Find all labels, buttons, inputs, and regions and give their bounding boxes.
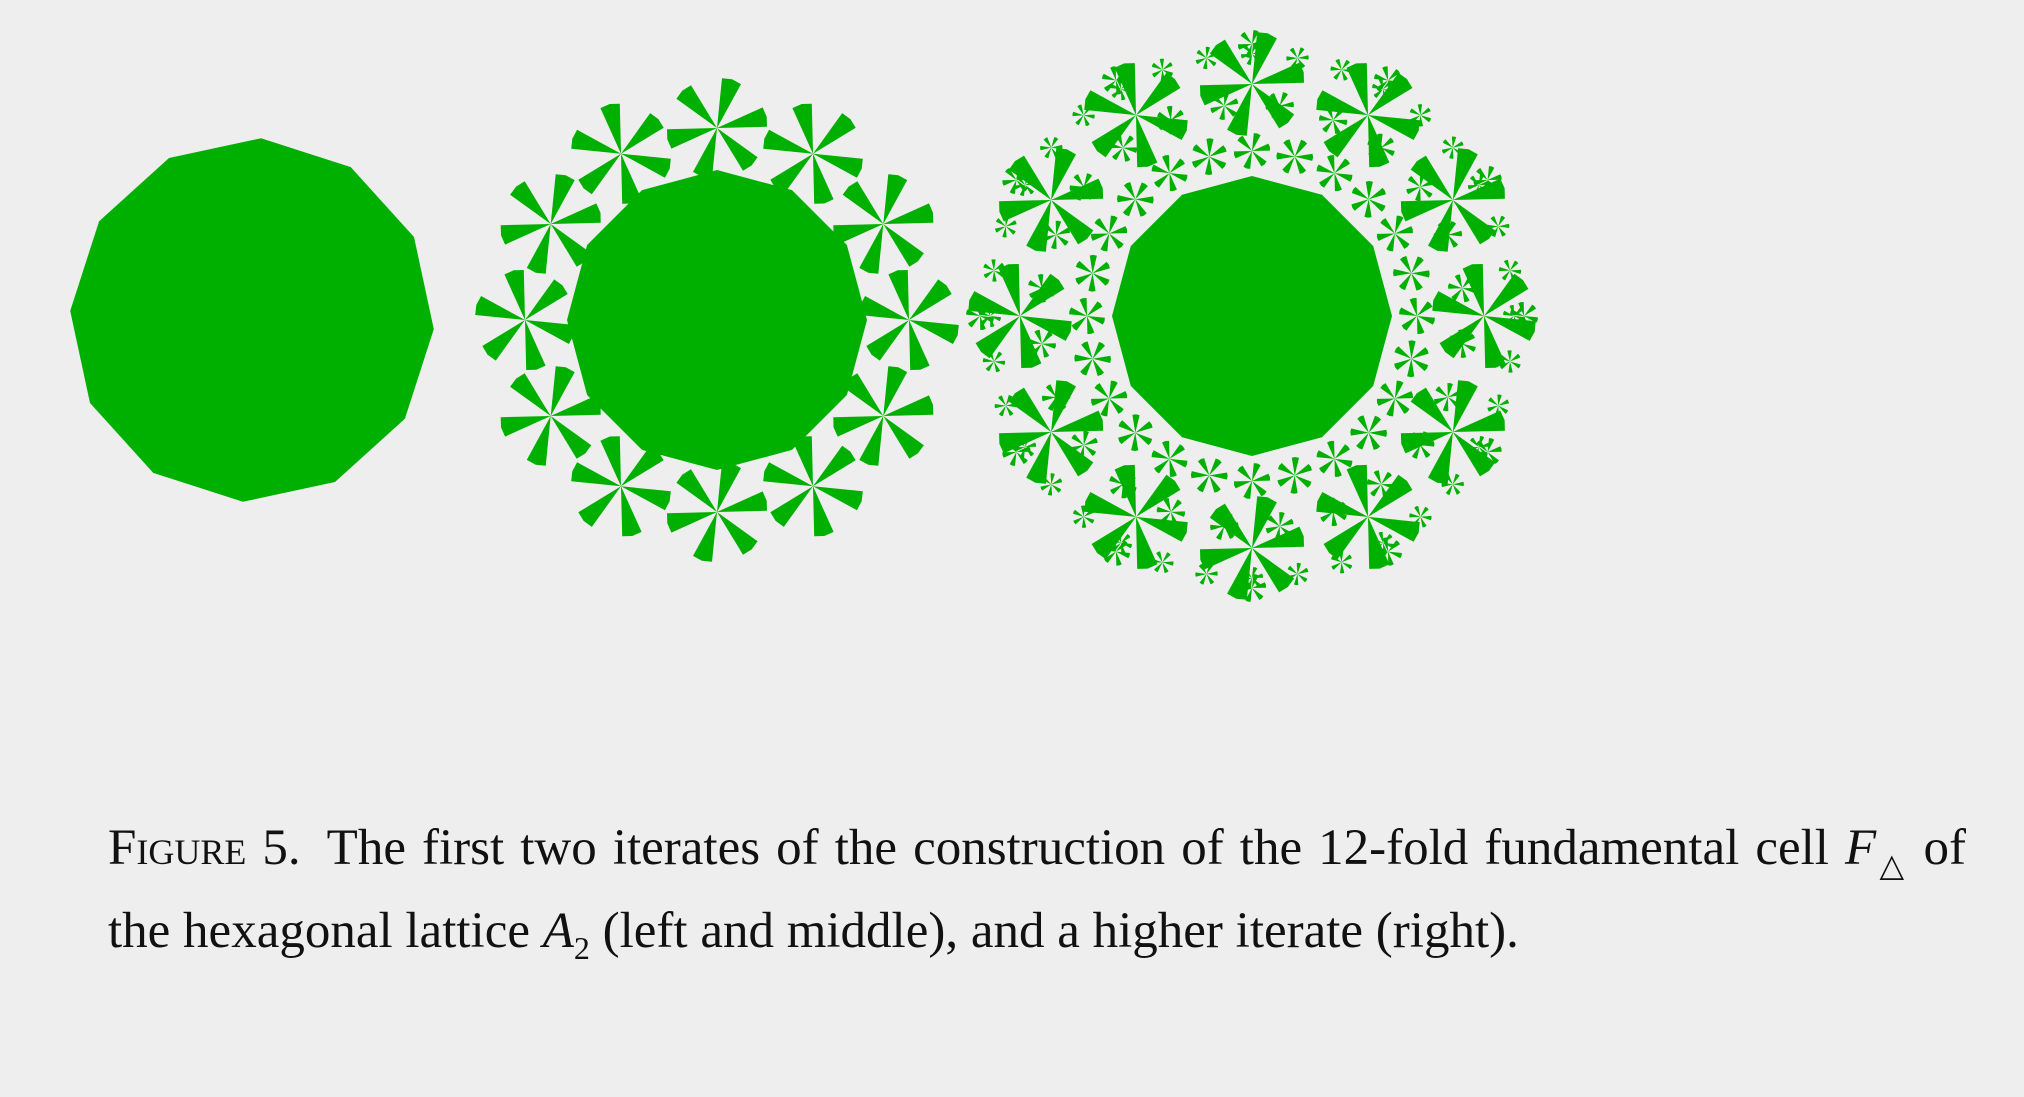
- pinwheel-6: [1200, 496, 1304, 600]
- pinwheel-6: [667, 462, 767, 562]
- outer-pinwheel-2: [1487, 394, 1509, 417]
- math-symbol-f: F△: [1845, 820, 1907, 883]
- tip-pinwheel-2: [1473, 166, 1502, 194]
- outer-pinwheel-25: [1151, 58, 1173, 81]
- outer-pinwheel-1: [1499, 350, 1521, 373]
- left-iterate: [70, 138, 434, 502]
- pinwheel-11: [571, 103, 671, 204]
- inner-pinwheel-3: [1350, 415, 1387, 450]
- outer-pinwheel-8: [1286, 562, 1309, 586]
- inner-pinwheel-23: [1393, 256, 1430, 291]
- pinwheel-3: [1432, 264, 1536, 368]
- outer-pinwheel-4: [1441, 473, 1464, 495]
- tip-pinwheel-7: [1102, 537, 1130, 566]
- outer-pinwheel-35: [1498, 259, 1522, 282]
- pinwheel-0: [1200, 32, 1304, 136]
- tip-pinwheel-6: [1238, 574, 1266, 602]
- caption-text-b: of the hexagonal lattice: [108, 820, 1966, 959]
- tip-pinwheel-5: [1374, 537, 1402, 566]
- right-iterate: [966, 30, 1538, 602]
- outer-pinwheel-11: [1151, 551, 1174, 573]
- pinwheel-9: [968, 264, 1072, 368]
- inner-pinwheel-2: [1376, 380, 1413, 417]
- outer-pinwheel-31: [1409, 104, 1431, 127]
- pinwheel-2: [833, 174, 934, 274]
- mid-pinwheel-15: [1108, 134, 1137, 162]
- inner-pinwheel-4: [1316, 440, 1353, 477]
- inner-pinwheel-9: [1118, 414, 1153, 451]
- tip-pinwheel-11: [1102, 66, 1130, 95]
- math-a-subscript: 2: [573, 930, 590, 966]
- pinwheel-3: [859, 270, 959, 370]
- math-f: F: [1845, 820, 1877, 876]
- tip-pinwheel-4: [1473, 438, 1502, 466]
- outer-pinwheel-5: [1409, 505, 1432, 528]
- outer-pinwheel-19: [983, 259, 1005, 282]
- pinwheel-11: [1084, 63, 1188, 168]
- outer-pinwheel-16: [994, 395, 1017, 417]
- outer-pinwheel-7: [1331, 551, 1353, 574]
- math-a: A: [542, 903, 574, 959]
- outer-pinwheel-12: [1110, 531, 1132, 554]
- inner-pinwheel-21: [1351, 181, 1386, 218]
- core-dodecagon: [567, 170, 867, 470]
- outer-pinwheel-22: [1040, 137, 1063, 159]
- inner-pinwheel-10: [1091, 380, 1128, 417]
- pinwheel-5: [763, 436, 863, 537]
- pinwheel-4: [1400, 380, 1505, 484]
- inner-pinwheel-18: [1234, 133, 1270, 169]
- outer-pinwheel-26: [1195, 46, 1218, 70]
- inner-pinwheel-13: [1075, 254, 1110, 292]
- inner-pinwheel-5: [1277, 457, 1312, 494]
- figure-caption: Figure 5. The first two iterates of the c…: [108, 815, 1966, 981]
- outer-pinwheel-17: [982, 350, 1006, 373]
- inner-pinwheel-15: [1117, 182, 1154, 217]
- tip-pinwheel-8: [1002, 438, 1031, 466]
- inner-pinwheel-14: [1091, 215, 1128, 252]
- tip-pinwheel-1: [1374, 66, 1402, 95]
- outer-pinwheel-23: [1072, 104, 1095, 127]
- inner-pinwheel-11: [1074, 341, 1111, 376]
- caption-text-a: The first two iterates of the constructi…: [326, 820, 1846, 876]
- outer-pinwheel-34: [1487, 215, 1510, 237]
- tip-pinwheel-0: [1238, 30, 1266, 58]
- inner-pinwheel-12: [1069, 298, 1105, 334]
- figure-panel: [70, 30, 1538, 602]
- dodecagon: [70, 138, 434, 502]
- outer-pinwheel-13: [1073, 505, 1095, 528]
- inner-pinwheel-17: [1192, 138, 1227, 175]
- inner-pinwheel-20: [1316, 155, 1353, 192]
- pinwheel-10: [500, 174, 601, 274]
- inner-pinwheel-22: [1376, 215, 1413, 252]
- core-dodecagon: [1112, 176, 1392, 456]
- outer-pinwheel-29: [1330, 59, 1353, 81]
- pinwheel-4: [833, 366, 934, 466]
- pinwheel-0: [667, 78, 767, 178]
- inner-pinwheel-6: [1234, 463, 1270, 499]
- inner-pinwheel-16: [1151, 155, 1188, 192]
- inner-pinwheel-0: [1399, 298, 1435, 334]
- math-symbol-a: A2: [542, 903, 590, 966]
- outer-pinwheel-10: [1195, 563, 1218, 585]
- pinwheel-7: [571, 436, 671, 537]
- inner-pinwheel-7: [1190, 458, 1228, 493]
- inner-pinwheel-19: [1276, 139, 1314, 174]
- mid-pinwheel-3: [1367, 470, 1396, 498]
- tip-pinwheel-10: [1002, 166, 1031, 194]
- figure-label: Figure 5.: [108, 820, 301, 876]
- outer-pinwheel-32: [1441, 136, 1464, 159]
- pinwheel-1: [763, 103, 863, 204]
- inner-pinwheel-8: [1151, 440, 1188, 477]
- middle-iterate: [475, 78, 959, 562]
- pinwheel-8: [500, 366, 601, 466]
- inner-pinwheel-1: [1394, 340, 1429, 378]
- outer-pinwheel-14: [1040, 473, 1063, 496]
- pinwheel-9: [475, 270, 575, 370]
- outer-pinwheel-28: [1286, 47, 1309, 69]
- tip-pinwheel-3: [1510, 302, 1538, 330]
- outer-pinwheel-20: [995, 215, 1017, 238]
- tip-pinwheel-9: [966, 302, 994, 330]
- math-f-subscript: △: [1876, 847, 1908, 883]
- caption-text-c: (left and middle), and a higher iterate …: [589, 903, 1519, 959]
